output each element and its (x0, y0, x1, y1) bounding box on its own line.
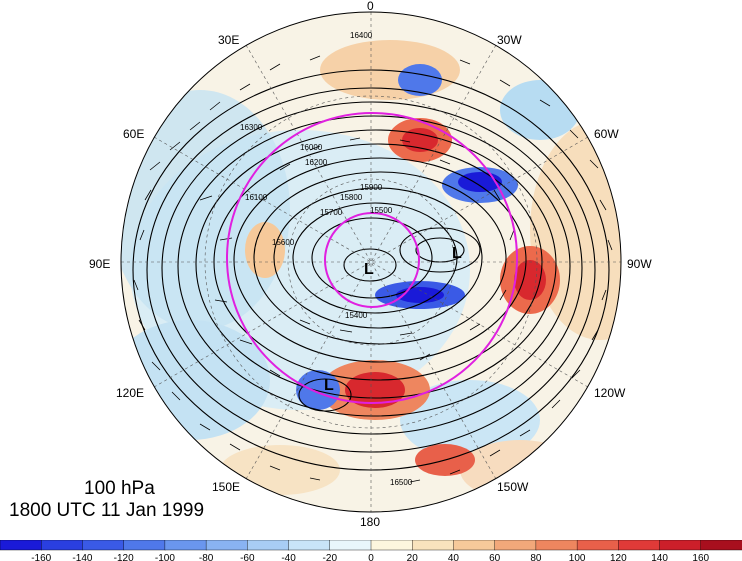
lon-label-120W: 120W (594, 386, 626, 400)
colorbar-ticks: -160 -140 -120 -100 -80 -60 -40 -20 0 20 40 60 80 100… (31, 553, 709, 561)
colorbar-tick-label: 60 (489, 553, 501, 561)
contour-label: 16500 (390, 478, 413, 487)
contour-label: 16100 (245, 193, 268, 202)
colorbar-tick-label: -20 (323, 553, 338, 561)
lon-label-30W: 30W (497, 33, 522, 47)
colorbar-tick-label: -60 (240, 553, 255, 561)
lon-label-120E: 120E (116, 386, 144, 400)
contour-label: 16000 (300, 143, 323, 152)
colorbar-tick-label: 100 (569, 553, 586, 561)
colorbar-tick-label: -80 (199, 553, 214, 561)
map-border (120, 11, 622, 513)
lon-label-0: 0 (367, 0, 374, 13)
colorbar-box (700, 540, 742, 551)
lon-label-60W: 60W (594, 127, 619, 141)
contour-label: 16300 (240, 123, 263, 132)
colorbar-tick-label: 160 (692, 553, 709, 561)
longitude-labels: 0 30W 60W 90W 120W 150W 180 150E 120E 90… (89, 0, 652, 529)
pressure-level-label: 100 hPa (84, 478, 155, 499)
lon-label-150E: 150E (212, 480, 240, 494)
lon-label-90W: 90W (627, 257, 652, 271)
colorbar-tick-label: 40 (448, 553, 460, 561)
colorbar-box (164, 540, 207, 551)
colorbar-tick-label: 80 (530, 553, 542, 561)
contour-label: 15800 (340, 193, 363, 202)
colorbar-box (412, 540, 455, 551)
colorbar-tick-label: -120 (114, 553, 134, 561)
contour-label: 16400 (350, 31, 373, 40)
polar-map: 16400 16300 16200 16100 16000 15900 1580… (89, 0, 652, 529)
lon-label-30E: 30E (218, 33, 239, 47)
low-center-marker: L (452, 245, 462, 262)
colorbar-tick-label: -40 (281, 553, 296, 561)
colorbar-box (288, 540, 331, 551)
colorbar-box (329, 540, 372, 551)
contour-label: 15600 (272, 238, 295, 247)
colorbar-tick-label: 120 (610, 553, 627, 561)
colorbar-box (41, 540, 84, 551)
low-center-marker: L (364, 261, 374, 278)
colorbar-box (659, 540, 702, 551)
colorbar-tick-label: -140 (72, 553, 92, 561)
colorbar-tick-label: 20 (407, 553, 419, 561)
contour-label: 15400 (345, 311, 368, 320)
colorbar-box (494, 540, 537, 551)
colorbar-tick-label: 140 (651, 553, 668, 561)
colorbar-box (453, 540, 496, 551)
colorbar-box (82, 540, 125, 551)
valid-time-label: 1800 UTC 11 Jan 1999 (9, 500, 205, 521)
colorbar-box (618, 540, 661, 551)
colorbar-tick-label: -100 (155, 553, 175, 561)
contour-label: 15900 (360, 183, 383, 192)
colorbar-boxes (0, 540, 742, 551)
lon-label-60E: 60E (123, 127, 144, 141)
colorbar: -160 -140 -120 -100 -80 -60 -40 -20 0 20 40 60 80 100… (0, 540, 742, 561)
colorbar-box (535, 540, 578, 551)
contour-labels: 16400 16300 16200 16100 16000 15900 1580… (240, 31, 413, 487)
colorbar-tick-label: 0 (368, 553, 374, 561)
colorbar-box (370, 540, 413, 551)
lon-label-180: 180 (360, 515, 380, 529)
colorbar-box (576, 540, 620, 551)
colorbar-box (205, 540, 249, 551)
contour-label: 15700 (320, 208, 343, 217)
low-center-marker: L (324, 377, 334, 394)
lon-label-90E: 90E (89, 257, 110, 271)
wind-barbs (133, 55, 613, 483)
colorbar-box (0, 540, 42, 551)
graticule (121, 12, 621, 512)
height-contours (132, 69, 610, 471)
contour-label: 16200 (305, 158, 328, 167)
colorbar-tick-label: -160 (31, 553, 51, 561)
reference-circles (226, 112, 518, 404)
colorbar-box (247, 540, 290, 551)
colorbar-box (123, 540, 166, 551)
lon-label-150W: 150W (497, 480, 529, 494)
contour-label: 15500 (370, 206, 393, 215)
